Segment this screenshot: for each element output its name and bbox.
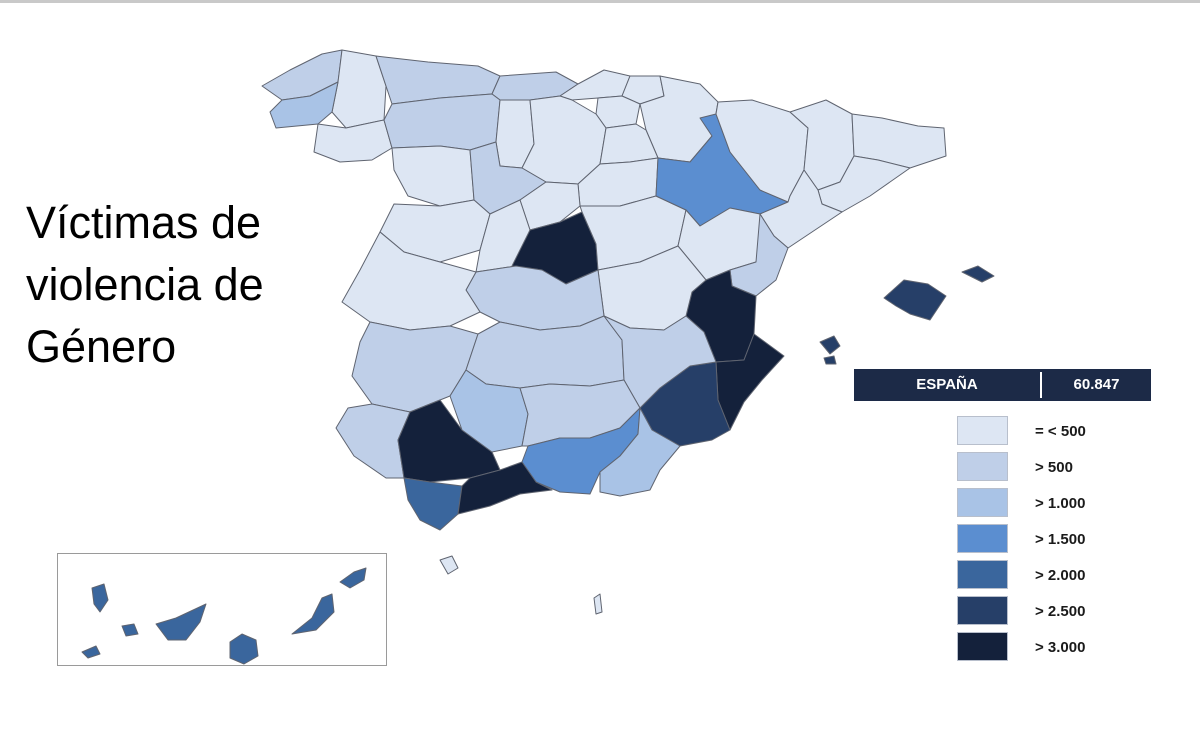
province-ourense <box>313 119 393 163</box>
legend-row: > 2.500 <box>957 594 1157 630</box>
legend-label: > 3.000 <box>1035 639 1086 656</box>
province-zamora <box>391 145 475 207</box>
legend-row: > 1.000 <box>957 486 1157 522</box>
island-fuerteventura <box>291 593 335 635</box>
legend-row: > 2.000 <box>957 558 1157 594</box>
legend-label: > 500 <box>1035 459 1073 476</box>
island-formentera <box>823 355 837 365</box>
legend-label: > 2.000 <box>1035 567 1086 584</box>
island-menorca <box>961 265 995 283</box>
total-label: ESPAÑA <box>916 376 978 393</box>
legend-label: > 1.500 <box>1035 531 1086 548</box>
map-title: Víctimas de violencia de Género <box>26 192 356 378</box>
province-albacete <box>603 315 717 409</box>
title-line-1: Víctimas de <box>26 197 262 248</box>
title-line-2: violencia de <box>26 259 264 310</box>
province-malaga <box>457 461 553 515</box>
top-border <box>0 0 1200 3</box>
legend-swatch <box>957 524 1008 553</box>
city-melilla <box>593 593 603 615</box>
province-pontevedra <box>269 81 339 129</box>
legend-row: > 1.500 <box>957 522 1157 558</box>
total-bar: ESPAÑA 60.847 <box>854 369 1151 401</box>
total-value: 60.847 <box>1073 376 1120 393</box>
island-mallorca <box>883 279 947 321</box>
legend-swatch <box>957 416 1008 445</box>
island-tenerife <box>155 603 207 641</box>
island-la-palma <box>91 583 109 613</box>
legend-label: = < 500 <box>1035 423 1086 440</box>
legend-swatch <box>957 596 1008 625</box>
legend-row: > 500 <box>957 450 1157 486</box>
total-divider <box>1040 372 1042 398</box>
island-ibiza <box>819 335 841 355</box>
island-lanzarote <box>339 567 367 589</box>
island-el-hierro <box>81 645 101 659</box>
legend-row: > 3.000 <box>957 630 1157 666</box>
island-la-gomera <box>121 623 139 637</box>
title-line-3: Género <box>26 321 177 372</box>
province-cadiz <box>403 477 463 531</box>
legend-label: > 1.000 <box>1035 495 1086 512</box>
province-almeria <box>599 407 681 497</box>
province-leon <box>383 93 501 151</box>
legend-swatch <box>957 560 1008 589</box>
legend-swatch <box>957 632 1008 661</box>
legend: = < 500 > 500 > 1.000 > 1.500 > 2.000 > … <box>957 414 1157 666</box>
island-gran-canaria <box>229 633 259 665</box>
legend-swatch <box>957 488 1008 517</box>
legend-row: = < 500 <box>957 414 1157 450</box>
canary-islands-inset <box>57 553 387 666</box>
province-caceres <box>341 231 481 331</box>
city-ceuta <box>439 555 459 575</box>
legend-label: > 2.500 <box>1035 603 1086 620</box>
legend-swatch <box>957 452 1008 481</box>
